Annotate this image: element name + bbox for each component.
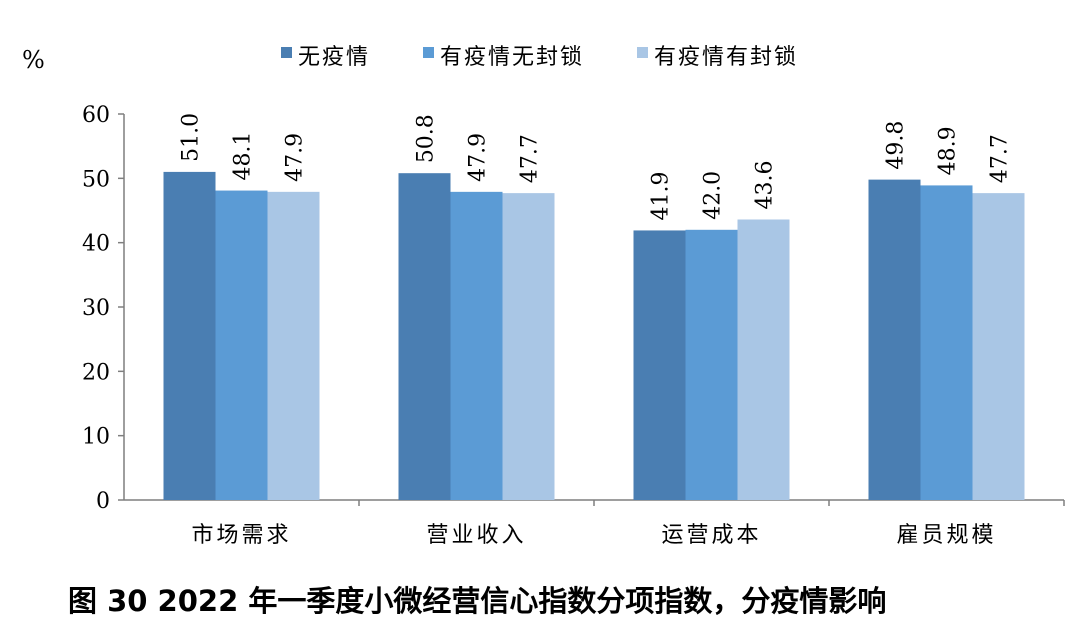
data-label: 48.9: [936, 126, 961, 175]
legend-label: 无疫情: [298, 45, 370, 70]
y-tick-label: 0: [96, 489, 110, 514]
legend-label: 有疫情无封锁: [440, 45, 584, 70]
y-unit-label: %: [22, 46, 45, 74]
x-category-label: 营业收入: [426, 523, 526, 548]
bar: [502, 193, 555, 500]
data-label: 41.9: [649, 171, 674, 220]
bars: 51.0 48.1 47.9 50.8 47.9 47.7 41.9 42.0 43.6 49.8…: [163, 113, 1025, 501]
bar: [215, 190, 268, 500]
data-label: 47.9: [466, 133, 491, 182]
bar: [163, 171, 216, 500]
bar: [398, 173, 451, 501]
y-tick-label: 40: [82, 232, 110, 257]
y-tick-label: 20: [82, 360, 110, 385]
legend-swatch: [281, 47, 292, 58]
x-category-label: 运营成本: [661, 523, 761, 548]
data-label: 50.8: [414, 114, 439, 163]
figure-caption: 图 30 2022 年一季度小微经营信心指数分项指数，分疫情影响: [68, 584, 887, 618]
bar: [737, 219, 790, 501]
data-label: 47.9: [283, 133, 308, 182]
y-tick-label: 50: [82, 167, 110, 192]
data-label: 48.1: [231, 132, 256, 181]
bar: [920, 185, 973, 500]
data-label: 42.0: [701, 171, 726, 220]
legend-swatch: [637, 47, 648, 58]
data-label: 43.6: [753, 161, 778, 210]
legend-label: 有疫情有封锁: [654, 45, 798, 70]
bar: [633, 230, 686, 500]
x-category-label: 雇员规模: [896, 523, 996, 548]
bar: [685, 229, 738, 501]
bar: [868, 179, 921, 500]
data-label: 49.8: [884, 121, 909, 170]
legend: 无疫情 有疫情无封锁 有疫情有封锁: [281, 45, 798, 70]
data-label: 47.7: [518, 134, 543, 183]
bar: [450, 191, 503, 501]
bar: [267, 191, 320, 501]
legend-swatch: [423, 47, 434, 58]
y-tick-label: 10: [82, 425, 110, 450]
bar: [972, 193, 1025, 500]
axes: 0 10 20 30 40 50 60 市场需求 营业收入 运营成本 雇员规模: [82, 103, 1065, 548]
data-label: 51.0: [179, 113, 204, 162]
x-category-label: 市场需求: [191, 523, 291, 548]
y-tick-label: 60: [82, 103, 110, 128]
y-tick-label: 30: [82, 296, 110, 321]
bar-chart: % 无疫情 有疫情无封锁 有疫情有封锁 0 10 20 30 40 50 60 市场需求 营业收入 运…: [22, 45, 1065, 548]
data-label: 47.7: [988, 134, 1013, 183]
